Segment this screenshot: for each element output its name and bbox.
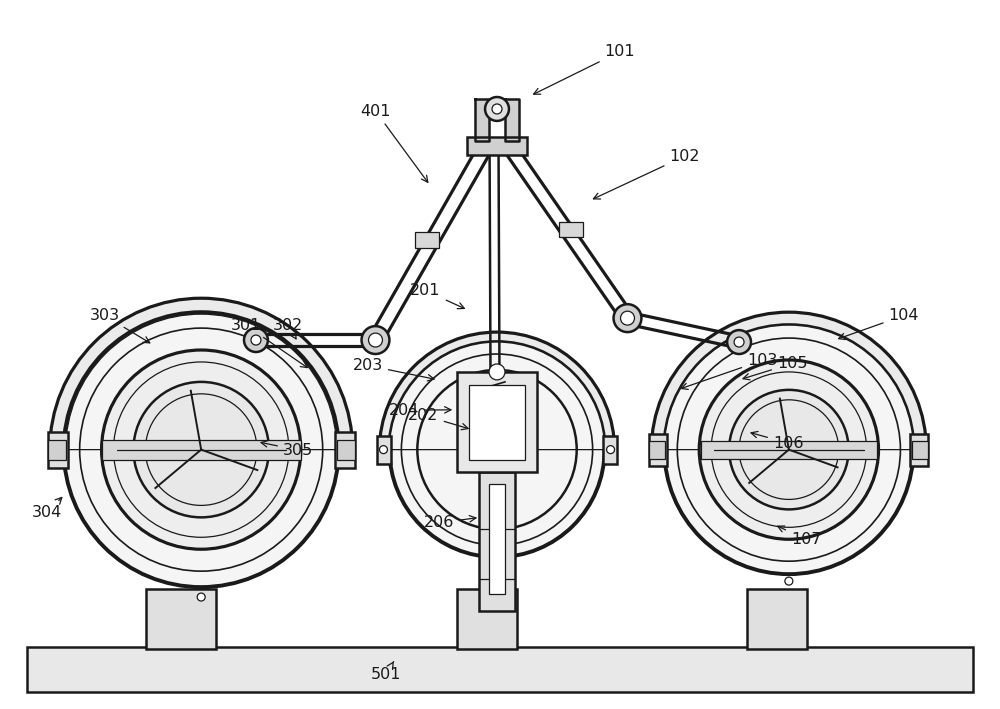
Circle shape [389,342,605,557]
Bar [457,589,517,649]
Wedge shape [66,314,337,450]
Circle shape [785,577,793,585]
Bar [146,589,216,649]
Text: 107: 107 [778,526,821,547]
Circle shape [916,446,924,454]
Polygon shape [505,99,519,141]
Wedge shape [651,312,926,450]
Bar [48,440,66,459]
Circle shape [485,97,509,121]
Circle shape [664,325,913,574]
Bar [649,441,665,459]
Text: 102: 102 [593,149,700,199]
Bar [603,436,617,464]
Bar [102,440,301,459]
Circle shape [251,335,261,345]
Circle shape [362,326,389,354]
Circle shape [493,559,501,567]
Wedge shape [50,298,353,450]
Text: 501: 501 [371,661,401,682]
Circle shape [734,337,744,347]
Bar [377,436,391,464]
Bar [48,432,68,467]
Text: 305: 305 [261,441,313,457]
Bar [910,434,928,466]
Text: 202: 202 [408,408,468,430]
Text: 302: 302 [273,318,303,339]
Circle shape [369,333,382,347]
Polygon shape [475,99,489,141]
Circle shape [53,441,61,449]
Wedge shape [389,342,605,450]
Bar [649,434,667,466]
Circle shape [699,360,879,540]
Bar [559,221,583,238]
Circle shape [492,104,502,114]
Circle shape [197,593,205,601]
Text: 301: 301 [231,318,307,367]
Circle shape [244,328,268,352]
Circle shape [729,390,849,509]
Text: 101: 101 [534,44,635,94]
Circle shape [133,382,269,518]
Bar [415,233,439,248]
Wedge shape [664,325,913,450]
Circle shape [379,446,387,454]
Circle shape [607,446,615,454]
Circle shape [614,304,641,332]
Bar [457,372,537,471]
Text: 104: 104 [839,308,919,340]
Text: 303: 303 [90,308,150,343]
Bar [335,432,355,467]
Text: 103: 103 [681,353,777,389]
Bar [469,385,525,459]
Circle shape [64,312,339,587]
Bar [479,471,515,611]
Circle shape [653,446,661,454]
Bar [337,440,355,459]
Text: 206: 206 [424,515,476,530]
Bar [912,441,928,459]
Text: 203: 203 [353,358,434,381]
Text: 204: 204 [388,403,451,418]
Bar [467,137,527,155]
Text: 201: 201 [410,283,464,308]
Text: 105: 105 [743,356,807,380]
Circle shape [489,364,505,380]
Wedge shape [379,332,615,450]
Text: 106: 106 [751,432,803,451]
Circle shape [342,441,350,449]
Text: 304: 304 [32,498,62,520]
Circle shape [102,350,301,549]
Text: 401: 401 [361,104,428,182]
Bar [27,647,973,692]
Bar [747,589,807,649]
Circle shape [727,330,751,354]
Bar [701,441,877,459]
Circle shape [621,311,634,325]
Bar [489,484,505,594]
